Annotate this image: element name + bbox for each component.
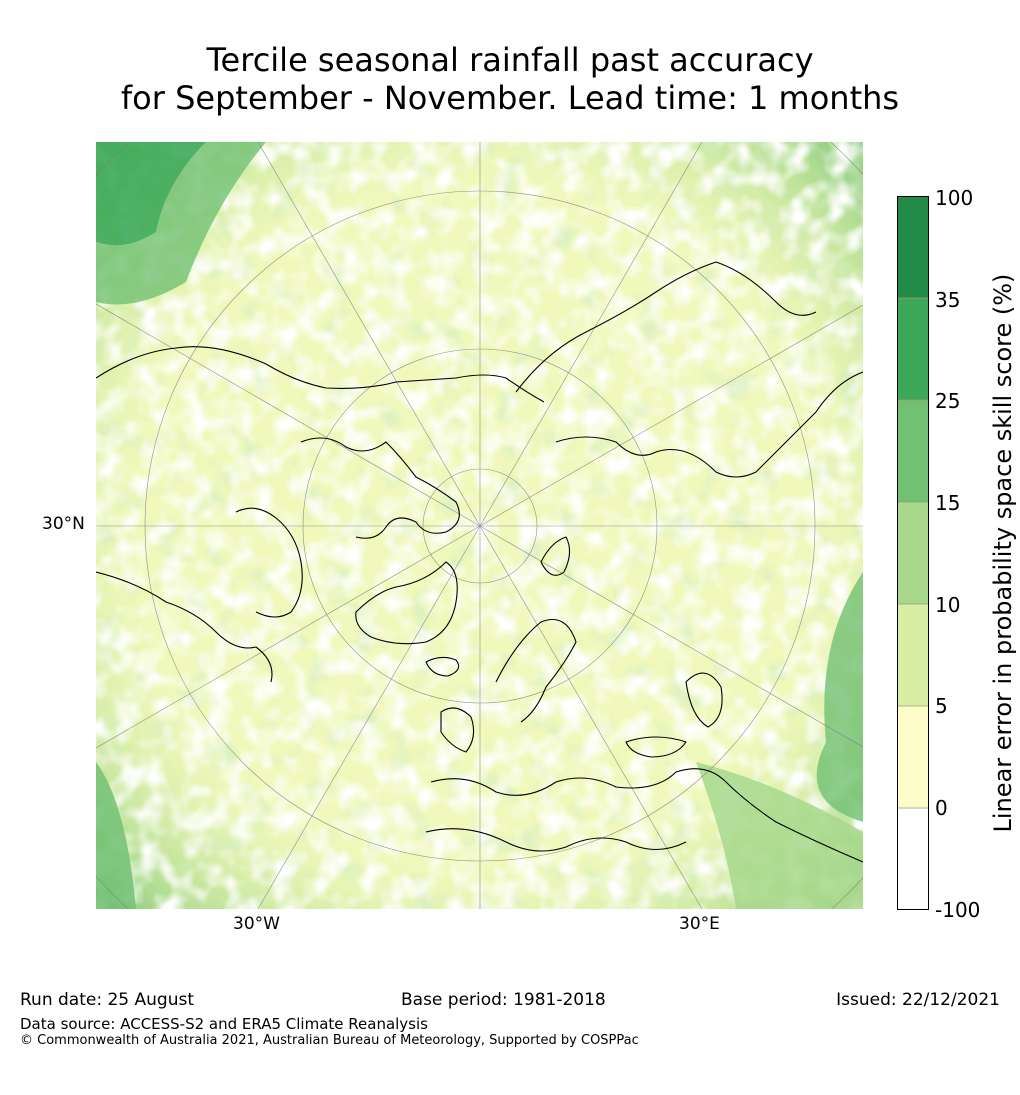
coastline-north-america-arctic <box>96 346 545 403</box>
colorbar-border <box>897 196 929 910</box>
coastline-greenland <box>355 561 458 645</box>
moderate-skill-region-east <box>816 572 863 822</box>
coastline-hudson-region <box>235 507 303 618</box>
coastline-europe <box>430 768 863 863</box>
coastline-caspian <box>685 672 723 728</box>
coastline-canadian-archipelago <box>300 437 460 539</box>
moderate-skill-region-southeast <box>696 762 863 909</box>
copyright: © Commonwealth of Australia 2021, Austra… <box>20 1033 639 1048</box>
colorbar-tick: 100 <box>935 186 974 210</box>
colorbar-bin <box>897 400 929 503</box>
colorbar-tick: 35 <box>935 288 961 312</box>
run-date: Run date: 25 August <box>20 990 194 1010</box>
lon-label-30w: 30°W <box>233 914 280 934</box>
coastline-black-sea <box>625 736 687 758</box>
lat-label-30n: 30°N <box>42 514 85 534</box>
coastline-scandinavia <box>495 618 577 723</box>
data-source: Data source: ACCESS-S2 and ERA5 Climate … <box>20 1015 428 1033</box>
moderate-skill-region-northwest <box>96 142 266 305</box>
coastline-siberia <box>515 261 817 393</box>
colorbar-bin <box>897 706 929 809</box>
base-period: Base period: 1981-2018 <box>401 990 606 1010</box>
colorbar-tick: 25 <box>935 389 961 413</box>
coastlines <box>96 261 863 863</box>
colorbar-bin <box>897 502 929 605</box>
colorbar-tick: 10 <box>935 593 961 617</box>
colorbar-tick: -100 <box>935 898 981 922</box>
coastline-north-america-east <box>96 571 273 683</box>
map <box>96 142 863 909</box>
colorbar-tick: 5 <box>935 694 948 718</box>
coastline-iceland <box>425 656 460 677</box>
colorbar-bin <box>897 196 929 299</box>
colorbar-bin <box>897 604 929 707</box>
colorbar-label: Linear error in probability space skill … <box>989 273 1017 833</box>
issued-date: Issued: 22/12/2021 <box>836 990 1000 1010</box>
coastline-british-isles <box>440 707 475 753</box>
coastline-eurasia-arctic <box>555 371 863 478</box>
high-skill-region-northwest <box>96 142 206 246</box>
colorbar-tick: 15 <box>935 491 961 515</box>
chart-title-line-2: for September - November. Lead time: 1 m… <box>120 79 900 117</box>
moderate-skill-region-southwest <box>96 762 136 909</box>
colorbar-bin <box>897 298 929 401</box>
lon-label-30e: 30°E <box>679 914 720 934</box>
colorbar-tick: 0 <box>935 796 948 820</box>
colorbar <box>897 196 929 910</box>
coastline-mediterranean <box>425 828 687 852</box>
colorbar-bin <box>897 808 929 910</box>
graticule <box>96 142 863 909</box>
coastline-novaya-zemlya <box>540 536 571 576</box>
chart-title-line-1: Tercile seasonal rainfall past accuracy <box>206 41 814 79</box>
